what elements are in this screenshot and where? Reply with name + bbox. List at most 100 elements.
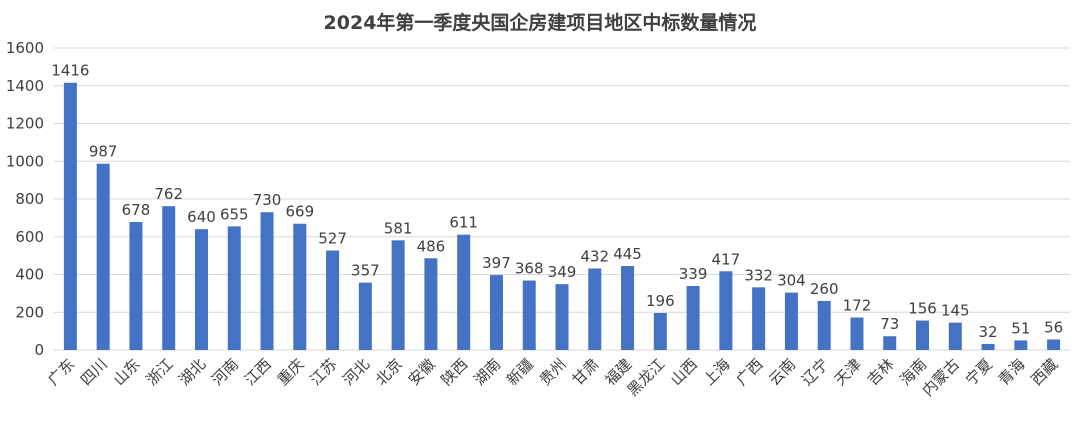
data-label: 669 <box>285 203 314 221</box>
data-label: 304 <box>777 272 806 290</box>
bar-北京 <box>391 240 405 350</box>
x-tick-label: 广东 <box>44 355 78 389</box>
bar-河南 <box>227 226 241 350</box>
x-tick-label: 山西 <box>667 355 701 389</box>
data-label: 357 <box>351 262 380 280</box>
bar-河北 <box>358 282 372 350</box>
bar-青海 <box>1014 340 1028 350</box>
bar-湖南 <box>489 275 503 350</box>
data-label: 987 <box>89 143 118 161</box>
y-tick-label: 1400 <box>6 77 44 95</box>
bar-云南 <box>784 292 798 350</box>
data-label: 581 <box>384 219 413 237</box>
y-tick-label: 1000 <box>6 152 44 170</box>
data-label: 762 <box>154 185 183 203</box>
x-tick-label: 陕西 <box>438 355 472 389</box>
x-tick-label: 黑龙江 <box>624 355 669 400</box>
x-tick-label: 甘肃 <box>569 355 603 389</box>
x-tick-label: 上海 <box>700 355 734 389</box>
bar-陕西 <box>457 234 471 350</box>
data-label: 51 <box>1011 319 1030 337</box>
bar-天津 <box>850 317 864 350</box>
x-tick-label: 青海 <box>995 355 1029 389</box>
x-tick-label: 安徽 <box>405 355 439 389</box>
x-tick-label: 新疆 <box>503 355 537 389</box>
bar-海南 <box>916 320 930 350</box>
x-tick-label: 广西 <box>733 355 767 389</box>
data-label: 196 <box>646 292 675 310</box>
data-label: 417 <box>712 250 741 268</box>
bar-安徽 <box>424 258 438 350</box>
data-label: 73 <box>880 315 899 333</box>
x-tick-label: 宁夏 <box>962 355 996 389</box>
data-label: 1416 <box>51 62 89 80</box>
bar-甘肃 <box>588 268 602 350</box>
y-tick-label: 600 <box>15 228 44 246</box>
data-label: 332 <box>744 266 773 284</box>
x-tick-label: 山东 <box>110 355 144 389</box>
data-label: 32 <box>979 323 998 341</box>
bar-山西 <box>686 286 700 350</box>
data-label: 349 <box>548 263 577 281</box>
y-tick-label: 200 <box>15 303 44 321</box>
data-label: 527 <box>318 230 347 248</box>
y-tick-label: 0 <box>34 341 44 359</box>
data-label: 339 <box>679 265 708 283</box>
data-label: 730 <box>253 191 282 209</box>
bar-辽宁 <box>817 300 831 350</box>
data-label: 678 <box>122 201 151 219</box>
x-tick-label: 云南 <box>765 355 799 389</box>
x-tick-label: 吉林 <box>864 355 898 389</box>
bar-内蒙古 <box>948 322 962 350</box>
x-tick-label: 河北 <box>339 355 373 389</box>
data-label: 445 <box>613 245 642 263</box>
x-tick-label: 天津 <box>831 355 865 389</box>
bar-重庆 <box>293 223 307 350</box>
y-tick-label: 1600 <box>6 39 44 57</box>
x-tick-label: 河南 <box>208 355 242 389</box>
x-tick-label: 内蒙古 <box>919 355 964 400</box>
bar-山东 <box>129 222 143 350</box>
bar-宁夏 <box>981 343 995 350</box>
data-label: 156 <box>908 300 937 318</box>
bar-上海 <box>719 271 733 350</box>
x-tick-label: 湖北 <box>175 355 209 389</box>
bar-浙江 <box>162 206 176 350</box>
data-label: 260 <box>810 280 839 298</box>
x-tick-label: 北京 <box>372 355 406 389</box>
bar-吉林 <box>883 336 897 350</box>
y-tick-label: 800 <box>15 190 44 208</box>
bar-新疆 <box>522 280 536 350</box>
bar-广东 <box>63 82 77 350</box>
y-tick-label: 400 <box>15 266 44 284</box>
data-label: 368 <box>515 260 544 278</box>
data-label: 56 <box>1044 318 1063 336</box>
x-tick-label: 辽宁 <box>798 355 832 389</box>
data-label: 655 <box>220 205 249 223</box>
bar-江苏 <box>326 250 340 350</box>
bar-贵州 <box>555 284 569 350</box>
bar-广西 <box>752 287 766 350</box>
y-tick-label: 1200 <box>6 115 44 133</box>
bar-湖北 <box>194 229 208 350</box>
data-label: 486 <box>417 237 446 255</box>
x-tick-label: 湖南 <box>470 355 504 389</box>
bar-福建 <box>621 266 635 350</box>
x-tick-label: 重庆 <box>274 355 308 389</box>
data-label: 432 <box>580 247 609 265</box>
x-tick-label: 西藏 <box>1027 355 1061 389</box>
data-label: 640 <box>187 208 216 226</box>
data-label: 397 <box>482 254 511 272</box>
x-tick-label: 贵州 <box>536 355 570 389</box>
x-tick-label: 江苏 <box>306 355 340 389</box>
data-label: 611 <box>449 214 478 232</box>
chart-title: 2024年第一季度央国企房建项目地区中标数量情况 <box>323 12 757 34</box>
x-tick-label: 浙江 <box>143 355 177 389</box>
bar-西藏 <box>1047 339 1061 350</box>
data-label: 145 <box>941 302 970 320</box>
bar-江西 <box>260 212 274 350</box>
data-label: 172 <box>843 297 872 315</box>
x-tick-label: 江西 <box>241 355 275 389</box>
